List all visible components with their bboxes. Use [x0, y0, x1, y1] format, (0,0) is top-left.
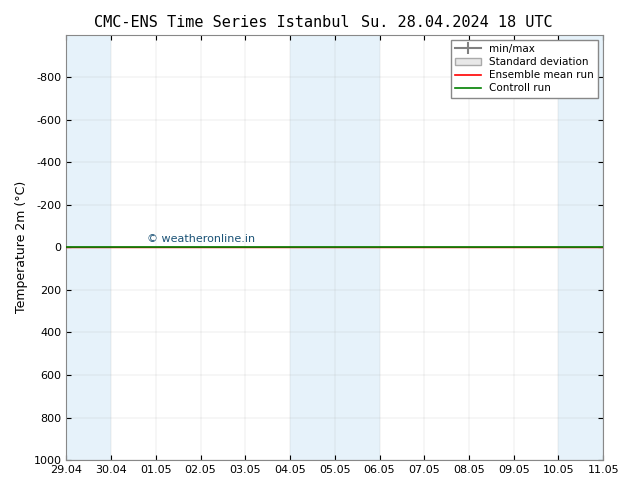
Bar: [67, 35, 111, 460]
Y-axis label: Temperature 2m (°C): Temperature 2m (°C): [15, 181, 28, 314]
Legend: min/max, Standard deviation, Ensemble mean run, Controll run: min/max, Standard deviation, Ensemble me…: [451, 40, 598, 98]
Text: CMC-ENS Time Series Istanbul: CMC-ENS Time Series Istanbul: [94, 15, 349, 30]
Bar: [290, 35, 380, 460]
Text: Su. 28.04.2024 18 UTC: Su. 28.04.2024 18 UTC: [361, 15, 552, 30]
Text: © weatheronline.in: © weatheronline.in: [147, 234, 255, 244]
Bar: [559, 35, 603, 460]
